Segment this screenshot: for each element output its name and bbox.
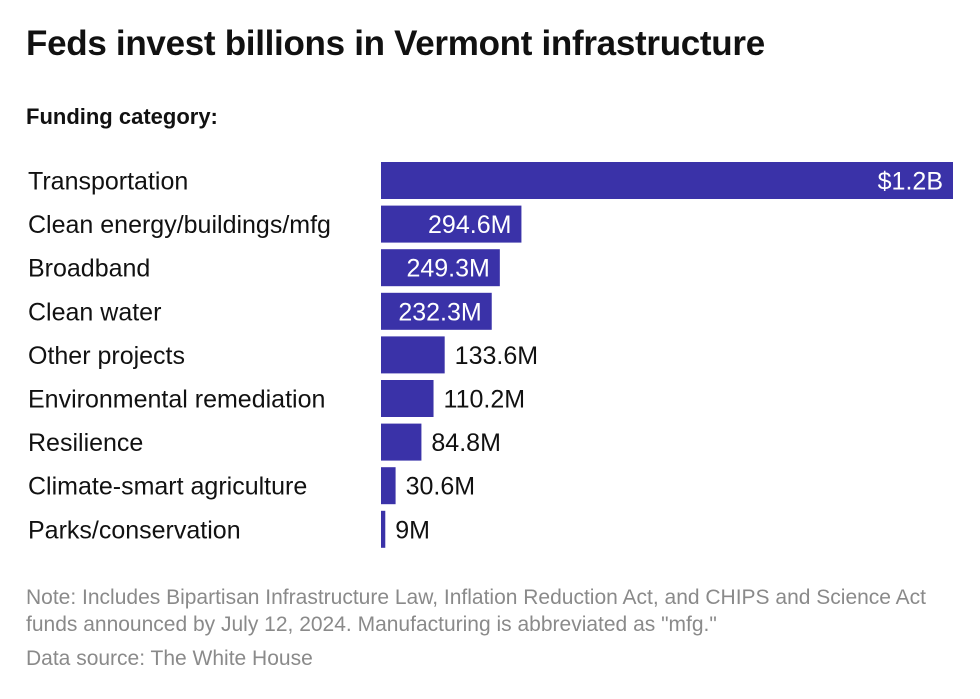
value-label: 110.2M — [444, 386, 526, 414]
category-label: Parks/conservation — [28, 516, 241, 544]
category-label: Clean water — [28, 298, 161, 326]
category-label: Clean energy/buildings/mfg — [28, 211, 331, 239]
category-label: Transportation — [28, 168, 188, 196]
bar — [381, 380, 434, 417]
bar — [381, 510, 386, 548]
bar — [381, 162, 953, 199]
value-label: $1.2B — [878, 168, 943, 196]
value-label: 30.6M — [406, 473, 475, 501]
value-label: 232.3M — [398, 298, 481, 326]
data-source: Data source: The White House — [26, 647, 313, 670]
bar-chart: Transportation $1.2B Clean energy/building… — [28, 162, 953, 548]
chart-title: Feds invest billions in Vermont infrastr… — [26, 24, 765, 63]
value-label: 249.3M — [406, 255, 489, 283]
value-label: 294.6M — [428, 211, 511, 239]
category-label: Environmental remediation — [28, 386, 325, 414]
bar — [381, 292, 492, 330]
chart-note: Note: Includes Bipartisan Infrastructure… — [26, 586, 926, 636]
bar — [381, 205, 522, 243]
chart-subtitle: Funding category: — [26, 104, 218, 129]
value-label: 9M — [395, 516, 430, 544]
bar — [381, 336, 445, 374]
value-label: 133.6M — [455, 342, 538, 370]
category-label: Other projects — [28, 342, 185, 370]
bar — [381, 467, 396, 505]
bar — [381, 249, 500, 287]
category-label: Climate-smart agriculture — [28, 473, 307, 501]
bar — [381, 423, 422, 461]
category-label: Resilience — [28, 429, 143, 457]
category-label: Broadband — [28, 255, 150, 283]
value-label: 84.8M — [431, 429, 500, 457]
